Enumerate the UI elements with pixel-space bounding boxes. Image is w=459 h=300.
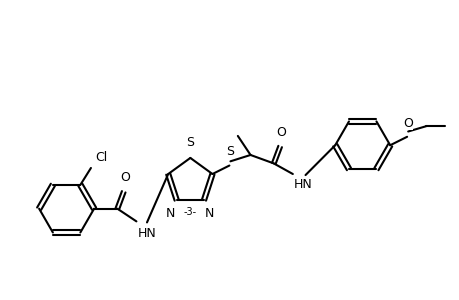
Text: S: S (186, 136, 194, 149)
Text: -3-: -3- (184, 207, 196, 218)
Text: HN: HN (293, 178, 312, 191)
Text: N: N (166, 207, 175, 220)
Text: O: O (403, 117, 412, 130)
Text: O: O (276, 126, 285, 139)
Text: S: S (226, 145, 234, 158)
Text: HN: HN (137, 227, 156, 240)
Text: N: N (205, 207, 214, 220)
Text: O: O (120, 171, 129, 184)
Text: Cl: Cl (95, 151, 107, 164)
